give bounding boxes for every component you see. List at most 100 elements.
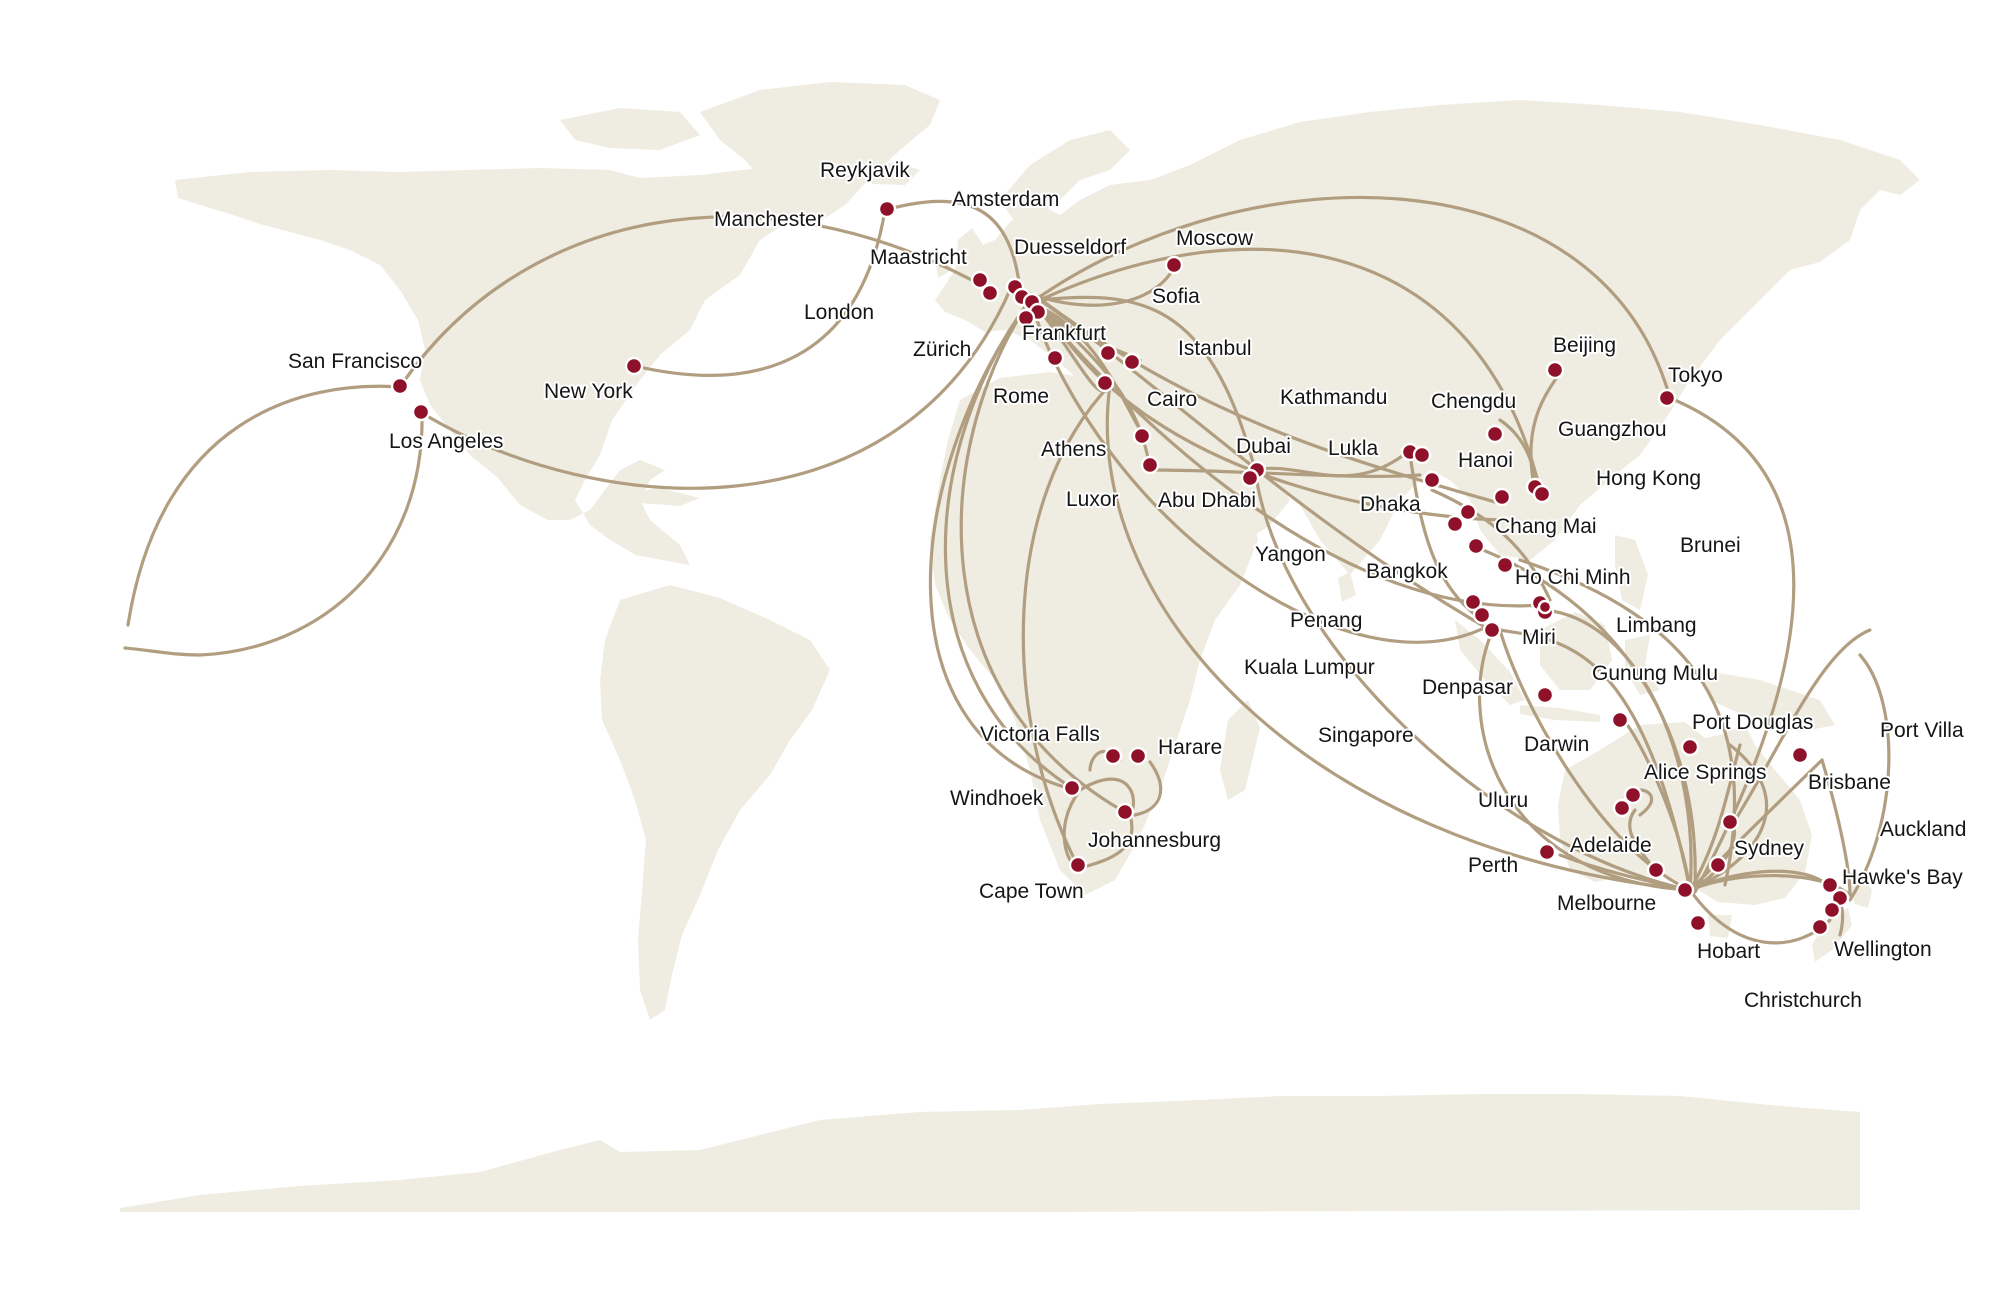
city-marker-chang-mai[interactable] [1458,502,1478,522]
city-marker-hobart[interactable] [1688,913,1708,933]
city-label-penang[interactable]: Penang [1288,607,1364,634]
city-label-athens[interactable]: Athens [1039,436,1108,463]
city-label-miri[interactable]: Miri [1520,624,1558,651]
city-label-gunung-mulu[interactable]: Gunung Mulu [1590,660,1720,687]
city-marker-istanbul[interactable] [1122,352,1142,372]
city-marker-alice-springs[interactable] [1623,785,1643,805]
city-marker-san-francisco[interactable] [390,376,410,396]
city-label-amsterdam[interactable]: Amsterdam [950,186,1061,213]
city-marker-kuala-lumpur[interactable] [1472,605,1492,625]
city-label-kuala-lumpur[interactable]: Kuala Lumpur [1242,654,1377,681]
city-marker-dhaka[interactable] [1422,470,1442,490]
city-label-cairo[interactable]: Cairo [1145,386,1199,413]
city-marker-hong-kong[interactable] [1532,484,1552,504]
city-label-sydney[interactable]: Sydney [1732,835,1807,862]
city-marker-london[interactable] [980,283,1000,303]
city-marker-ho-chi-minh[interactable] [1495,555,1515,575]
city-label-port-douglas[interactable]: Port Douglas [1690,709,1815,736]
city-label-moscow[interactable]: Moscow [1174,225,1256,252]
city-label-brunei[interactable]: Brunei [1678,532,1743,559]
city-marker-sofia[interactable] [1098,343,1118,363]
city-marker-manchester[interactable] [970,270,990,290]
city-label-brisbane[interactable]: Brisbane [1806,769,1893,796]
city-marker-denpasar[interactable] [1535,685,1555,705]
city-label-victoria-falls[interactable]: Victoria Falls [978,721,1102,748]
city-label-darwin[interactable]: Darwin [1522,731,1591,758]
city-marker-chengdu[interactable] [1485,424,1505,444]
city-label-manchester[interactable]: Manchester [712,206,826,233]
city-label-reykjavik[interactable]: Reykjavik [818,157,912,184]
city-marker-lukla[interactable] [1412,445,1432,465]
city-label-limbang[interactable]: Limbang [1614,612,1699,639]
city-label-istanbul[interactable]: Istanbul [1176,335,1254,362]
city-label-new-york[interactable]: New York [542,378,635,405]
city-label-johannesburg[interactable]: Johannesburg [1086,827,1223,854]
city-label-los-angeles[interactable]: Los Angeles [387,428,505,455]
city-marker-limbang[interactable] [1537,599,1553,615]
city-marker-new-york[interactable] [624,356,644,376]
city-marker-uluru[interactable] [1612,798,1632,818]
city-label-alice-springs[interactable]: Alice Springs [1642,759,1769,786]
city-label-christchurch[interactable]: Christchurch [1742,987,1864,1014]
city-label-hong-kong[interactable]: Hong Kong [1594,465,1703,492]
city-label-hanoi[interactable]: Hanoi [1456,447,1515,474]
city-label-port-villa[interactable]: Port Villa [1878,717,1966,744]
city-marker-zurich[interactable] [1016,308,1036,328]
city-label-chang-mai[interactable]: Chang Mai [1493,513,1599,540]
city-label-kathmandu[interactable]: Kathmandu [1278,384,1389,411]
city-label-melbourne[interactable]: Melbourne [1555,890,1658,917]
city-marker-victoria-falls[interactable] [1103,746,1123,766]
city-label-wellington[interactable]: Wellington [1832,936,1934,963]
city-label-frankfurt[interactable]: Frankfurt [1020,320,1108,347]
city-label-cape-town[interactable]: Cape Town [977,878,1086,905]
city-label-sofia[interactable]: Sofia [1150,283,1202,310]
city-marker-yangon[interactable] [1445,514,1465,534]
city-label-windhoek[interactable]: Windhoek [948,785,1046,812]
city-label-ho-chi-minh[interactable]: Ho Chi Minh [1513,564,1633,591]
city-label-perth[interactable]: Perth [1466,852,1520,879]
city-label-yangon[interactable]: Yangon [1253,541,1328,568]
city-marker-sydney[interactable] [1708,855,1728,875]
city-marker-cape-town[interactable] [1068,855,1088,875]
city-label-maastricht[interactable]: Maastricht [868,244,969,271]
city-marker-melbourne[interactable] [1675,880,1695,900]
city-marker-tokyo[interactable] [1657,388,1677,408]
city-marker-harare[interactable] [1128,746,1148,766]
city-label-dubai[interactable]: Dubai [1234,433,1293,460]
city-marker-hanoi[interactable] [1492,487,1512,507]
city-label-hobart[interactable]: Hobart [1695,938,1762,965]
city-label-rome[interactable]: Rome [991,383,1051,410]
city-marker-reykjavik[interactable] [877,199,897,219]
city-marker-abu-dhabi[interactable] [1240,468,1260,488]
city-label-auckland[interactable]: Auckland [1878,816,1968,843]
city-label-dhaka[interactable]: Dhaka [1358,491,1423,518]
city-label-london[interactable]: London [802,299,876,326]
city-marker-athens[interactable] [1095,373,1115,393]
city-marker-christchurch[interactable] [1810,917,1830,937]
city-marker-perth[interactable] [1537,842,1557,862]
city-label-duesseldorf[interactable]: Duesseldorf [1012,234,1128,261]
city-marker-cairo[interactable] [1132,426,1152,446]
city-label-beijing[interactable]: Beijing [1551,332,1618,359]
city-label-bangkok[interactable]: Bangkok [1364,558,1450,585]
city-label-lukla[interactable]: Lukla [1326,435,1381,462]
city-label-san-francisco[interactable]: San Francisco [286,348,424,375]
city-marker-wellington[interactable] [1822,900,1842,920]
city-marker-bangkok[interactable] [1466,536,1486,556]
city-marker-luxor[interactable] [1140,455,1160,475]
city-label-luxor[interactable]: Luxor [1064,486,1121,513]
city-marker-adelaide[interactable] [1646,860,1666,880]
city-marker-beijing[interactable] [1545,360,1565,380]
city-label-chengdu[interactable]: Chengdu [1429,388,1518,415]
city-label-denpasar[interactable]: Denpasar [1420,674,1515,701]
city-marker-windhoek[interactable] [1062,778,1082,798]
city-marker-port-douglas[interactable] [1680,737,1700,757]
city-label-abu-dhabi[interactable]: Abu Dhabi [1156,487,1258,514]
city-label-zurich[interactable]: Zürich [911,336,973,363]
city-label-uluru[interactable]: Uluru [1476,787,1530,814]
city-marker-darwin[interactable] [1610,710,1630,730]
city-marker-penang[interactable] [1463,592,1483,612]
city-marker-port-villa[interactable] [1790,745,1810,765]
city-label-tokyo[interactable]: Tokyo [1666,362,1725,389]
city-marker-auckland[interactable] [1820,875,1840,895]
